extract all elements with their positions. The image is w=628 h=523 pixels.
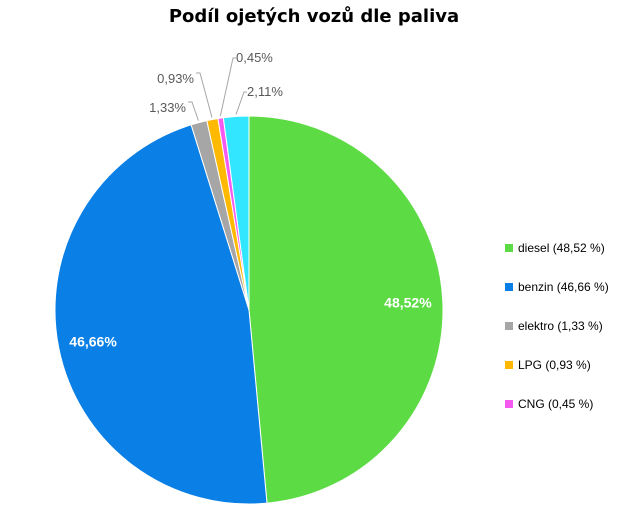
legend-label: benzin (46,66 %) bbox=[518, 279, 609, 294]
legend-item-3: LPG (0,93 %) bbox=[505, 345, 609, 384]
legend-item-0: diesel (48,52 %) bbox=[505, 228, 609, 267]
leader-line-3 bbox=[196, 72, 213, 118]
legend-item-2: elektro (1,33 %) bbox=[505, 306, 609, 345]
data-label-2: 1,33% bbox=[149, 100, 186, 115]
leader-line-4 bbox=[219, 57, 236, 117]
pie-slice-5 bbox=[222, 115, 250, 311]
chart-title: Podíl ojetých vozů dle paliva bbox=[168, 6, 460, 27]
legend-swatch bbox=[505, 243, 513, 252]
legend-label: LPG (0,93 %) bbox=[518, 357, 591, 372]
data-label-3: 0,93% bbox=[157, 71, 194, 86]
data-label-1: 46,66% bbox=[69, 333, 117, 349]
legend-swatch bbox=[505, 399, 513, 408]
data-label-5: 2,11% bbox=[247, 84, 283, 99]
legend: diesel (48,52 %) benzin (46,66 %) elektro … bbox=[505, 228, 609, 423]
legend-swatch bbox=[505, 321, 513, 330]
pie-slice-0 bbox=[248, 115, 444, 504]
legend-label: diesel (48,52 %) bbox=[518, 240, 605, 255]
leader-line-5 bbox=[235, 91, 247, 115]
data-label-4: 0,45% bbox=[236, 50, 273, 65]
leader-line-2 bbox=[188, 101, 199, 121]
legend-item-1: benzin (46,66 %) bbox=[505, 267, 609, 306]
data-label-0: 48,52% bbox=[384, 295, 432, 311]
legend-swatch bbox=[505, 360, 513, 369]
legend-label: CNG (0,45 %) bbox=[518, 396, 594, 411]
pie-slice-1 bbox=[54, 124, 268, 505]
legend-label: elektro (1,33 %) bbox=[518, 318, 603, 333]
legend-item-4: CNG (0,45 %) bbox=[505, 384, 609, 423]
legend-swatch bbox=[505, 282, 513, 291]
